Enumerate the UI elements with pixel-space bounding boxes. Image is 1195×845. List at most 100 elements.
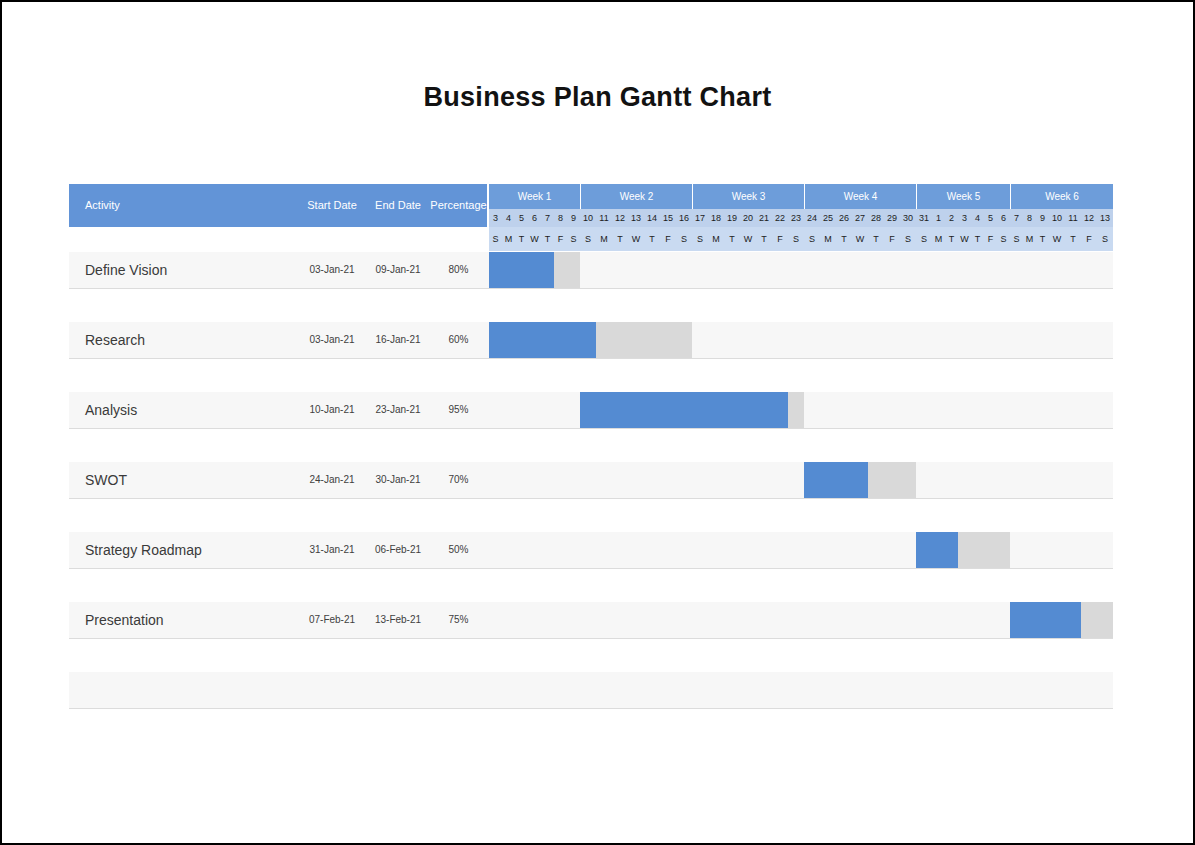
end-date-cell[interactable]: 16-Jan-21	[366, 322, 430, 358]
day-letter: T	[971, 227, 984, 251]
day-number: 3	[489, 209, 502, 227]
day-number: 12	[612, 209, 628, 227]
start-date-cell[interactable]: 03-Jan-21	[298, 252, 366, 288]
day-number: 24	[804, 209, 820, 227]
gantt-bar[interactable]	[489, 252, 580, 288]
day-number: 10	[580, 209, 596, 227]
day-letter: W	[628, 227, 644, 251]
gantt-bar-lane	[489, 462, 1113, 498]
percentage-cell[interactable]: 50%	[430, 532, 487, 568]
day-letter: S	[1097, 227, 1113, 251]
task-row[interactable]: Analysis 10-Jan-21 23-Jan-21 95%	[69, 392, 1113, 429]
day-letter: M	[502, 227, 515, 251]
day-letter: F	[660, 227, 676, 251]
task-row[interactable]: Presentation 07-Feb-21 13-Feb-21 75%	[69, 602, 1113, 639]
day-letter: F	[884, 227, 900, 251]
gantt-bar-progress[interactable]	[916, 532, 958, 568]
day-number: 7	[541, 209, 554, 227]
task-row[interactable]: Research 03-Jan-21 16-Jan-21 60%	[69, 322, 1113, 359]
page-title: Business Plan Gantt Chart	[0, 82, 1195, 113]
week-label: Week 4	[804, 184, 916, 209]
week-label: Week 2	[580, 184, 692, 209]
day-number: 28	[868, 209, 884, 227]
task-name-cell[interactable]: Strategy Roadmap	[85, 532, 202, 568]
gantt-bar[interactable]	[1010, 602, 1113, 638]
day-letter: S	[997, 227, 1010, 251]
end-date-cell[interactable]: 06-Feb-21	[366, 532, 430, 568]
task-name-cell[interactable]: Analysis	[85, 392, 137, 428]
percentage-cell[interactable]: 75%	[430, 602, 487, 638]
gantt-bar-progress[interactable]	[489, 322, 596, 358]
gantt-bar[interactable]	[489, 322, 692, 358]
empty-row[interactable]	[69, 672, 1113, 709]
day-letter: T	[1065, 227, 1081, 251]
end-date-cell[interactable]: 23-Jan-21	[366, 392, 430, 428]
percentage-cell[interactable]: 80%	[430, 252, 487, 288]
gantt-bar-progress[interactable]	[580, 392, 788, 428]
column-header-activity: Activity	[85, 184, 120, 227]
task-name-cell[interactable]: Research	[85, 322, 145, 358]
day-number-row: 3456789101112131415161718192021222324252…	[489, 209, 1113, 227]
day-letter: M	[820, 227, 836, 251]
day-number: 14	[644, 209, 660, 227]
day-letter: W	[740, 227, 756, 251]
day-letter: M	[596, 227, 612, 251]
day-letter: M	[708, 227, 724, 251]
start-date-cell[interactable]: 03-Jan-21	[298, 322, 366, 358]
day-number: 25	[820, 209, 836, 227]
day-number: 27	[852, 209, 868, 227]
start-date-cell[interactable]: 07-Feb-21	[298, 602, 366, 638]
task-row[interactable]: SWOT 24-Jan-21 30-Jan-21 70%	[69, 462, 1113, 499]
week-label: Week 1	[489, 184, 580, 209]
day-number: 9	[567, 209, 580, 227]
task-name-cell[interactable]: SWOT	[85, 462, 127, 498]
day-letter: F	[554, 227, 567, 251]
task-name-cell[interactable]: Presentation	[85, 602, 164, 638]
day-number: 20	[740, 209, 756, 227]
week-label: Week 3	[692, 184, 804, 209]
gantt-bar[interactable]	[916, 532, 1010, 568]
day-number: 12	[1081, 209, 1097, 227]
column-header-start-date: Start Date	[298, 184, 366, 227]
task-row[interactable]: Define Vision 03-Jan-21 09-Jan-21 80%	[69, 252, 1113, 289]
gantt-bar-lane	[489, 322, 1113, 358]
start-date-cell[interactable]: 10-Jan-21	[298, 392, 366, 428]
end-date-cell[interactable]: 13-Feb-21	[366, 602, 430, 638]
gantt-bar-lane	[489, 532, 1113, 568]
gantt-bar-progress[interactable]	[489, 252, 554, 288]
column-header-end-date: End Date	[366, 184, 430, 227]
gantt-bar-progress[interactable]	[1010, 602, 1081, 638]
day-number: 4	[502, 209, 515, 227]
task-rows: Define Vision 03-Jan-21 09-Jan-21 80% Re…	[69, 252, 1113, 709]
start-date-cell[interactable]: 31-Jan-21	[298, 532, 366, 568]
end-date-cell[interactable]: 30-Jan-21	[366, 462, 430, 498]
day-number: 19	[724, 209, 740, 227]
day-number: 9	[1036, 209, 1049, 227]
day-letter: T	[836, 227, 852, 251]
day-number: 31	[916, 209, 932, 227]
task-row[interactable]: Strategy Roadmap 31-Jan-21 06-Feb-21 50%	[69, 532, 1113, 569]
day-letter: S	[580, 227, 596, 251]
day-number: 6	[528, 209, 541, 227]
start-date-cell[interactable]: 24-Jan-21	[298, 462, 366, 498]
gantt-bar-progress[interactable]	[804, 462, 868, 498]
gantt-bar[interactable]	[804, 462, 916, 498]
percentage-cell[interactable]: 95%	[430, 392, 487, 428]
day-letter: T	[1036, 227, 1049, 251]
day-letter: S	[804, 227, 820, 251]
gantt-bar[interactable]	[580, 392, 804, 428]
day-letter: S	[1010, 227, 1023, 251]
day-number: 22	[772, 209, 788, 227]
day-letter: T	[945, 227, 958, 251]
day-letter: S	[489, 227, 502, 251]
week-header-row: Week 1Week 2Week 3Week 4Week 5Week 6	[489, 184, 1113, 209]
day-number: 26	[836, 209, 852, 227]
task-name-cell[interactable]: Define Vision	[85, 252, 167, 288]
day-number: 3	[958, 209, 971, 227]
percentage-cell[interactable]: 70%	[430, 462, 487, 498]
day-number: 6	[997, 209, 1010, 227]
percentage-cell[interactable]: 60%	[430, 322, 487, 358]
day-letter: S	[567, 227, 580, 251]
day-number: 21	[756, 209, 772, 227]
end-date-cell[interactable]: 09-Jan-21	[366, 252, 430, 288]
